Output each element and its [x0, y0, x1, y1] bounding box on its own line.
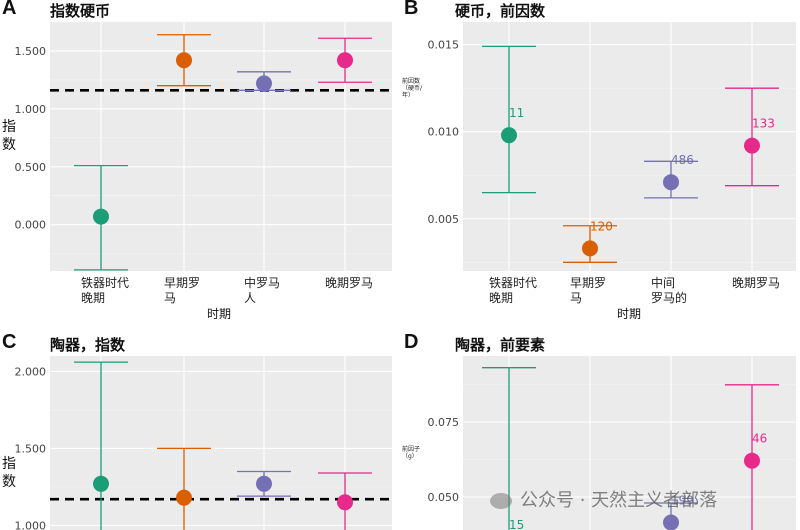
panel-c-title: 陶器，指数: [50, 336, 126, 354]
panel-a-point: [337, 52, 353, 69]
watermark-text: 公众号 · 天然主义者部落: [520, 490, 718, 511]
panel-d-point-label: 15: [509, 518, 524, 530]
panel-a-point: [256, 75, 272, 92]
panel-a-x-tick-label: 马: [164, 291, 176, 305]
panel-a-x-tick-label: 早期罗: [164, 276, 200, 290]
wechat-icon: [490, 493, 512, 509]
panel-d-point-label: 199: [671, 494, 694, 508]
watermark: 公众号 · 天然主义者部落: [490, 486, 717, 512]
panel-a-x-tick-label: 晚期罗马: [325, 276, 373, 290]
panel-a-xlabel: 时期: [207, 307, 232, 321]
panel-b-y-tick-label: 0.010: [428, 126, 460, 139]
panel-b-point: [744, 137, 760, 154]
panel-c-point: [256, 475, 272, 492]
panel-b-xlabel: 时期: [617, 307, 642, 321]
panel-c-point: [337, 494, 353, 511]
panel-a-x-tick-label: 中罗马: [244, 275, 280, 290]
panel-a-y-tick-label: 1.000: [15, 103, 47, 116]
panel-b-ylabel: 前因数（硬币/年）: [402, 78, 423, 99]
panel-b-x-tick-label: 罗马的: [651, 290, 687, 305]
panel-c-point: [93, 475, 109, 492]
panel-b-point: [663, 174, 679, 191]
panel-c-y-tick-label: 2.000: [15, 365, 47, 378]
panel-d-point: [663, 514, 679, 530]
panel-b-point: [582, 240, 598, 257]
panel-b-point-label: 11: [509, 106, 524, 120]
panel-a-point: [176, 52, 192, 69]
panel-a-point: [93, 208, 109, 225]
panel-c-ylabel: 指数: [2, 456, 16, 490]
panel-d-point: [744, 452, 760, 469]
panel-c-y-tick-label: 1.500: [15, 442, 47, 455]
panel-b-x-tick-label: 晚期: [489, 291, 513, 305]
panel-b-x-tick-label: 马: [570, 291, 582, 305]
panel-c-y-tick-label: 1.000: [15, 519, 47, 530]
panel-b-title: 硬币，前因数: [455, 2, 546, 20]
panel-a-ylabel: 指数: [2, 119, 16, 153]
panel-a-y-tick-label: 1.500: [15, 45, 47, 58]
panel-a-letter: A: [2, 0, 17, 19]
panel-a-y-tick-label: 0.500: [15, 161, 47, 174]
panel-b-plot-background: [463, 22, 796, 271]
panel-a-x-tick-label: 铁器时代: [81, 276, 129, 290]
panel-a-plot-background: [50, 22, 392, 271]
panel-a-x-tick-label: 晚期: [81, 291, 105, 305]
panel-d-title: 陶器，前要素: [455, 336, 546, 354]
panel-d-plot: 0.050 0.075 15 199 46: [428, 356, 796, 530]
panel-a-title: 指数硬币: [50, 2, 111, 20]
panel-b-point: [501, 127, 517, 144]
panel-c-plot: 1.000 1.500 2.000: [15, 356, 392, 530]
panel-a-y-tick-label: 0.000: [15, 219, 47, 232]
panel-b-point-label: 133: [752, 117, 775, 131]
panel-d-letter: D: [404, 331, 419, 353]
panel-b-x-tick-label: 晚期罗马: [732, 276, 780, 290]
panel-b-point-label: 120: [590, 219, 613, 233]
panel-a-x-tick-label: 人: [244, 291, 256, 305]
panel-c-letter: C: [2, 331, 17, 353]
panel-d-y-tick-label: 0.050: [428, 491, 460, 504]
panel-b-x-tick-label: 中间: [651, 275, 675, 290]
panel-b-x-tick-label: 早期罗: [570, 276, 606, 290]
panel-d-y-tick-label: 0.075: [428, 416, 460, 429]
panel-d-ylabel: 前因子（g）: [402, 446, 421, 460]
panel-b-y-tick-label: 0.015: [428, 39, 460, 52]
panel-b-x-tick-label: 铁器时代: [489, 276, 537, 290]
panel-b-letter: B: [404, 0, 419, 19]
panel-d-point-label: 46: [752, 432, 767, 446]
panel-c-plot-background: [50, 356, 392, 530]
panel-b-y-tick-label: 0.005: [428, 213, 460, 226]
panel-b-point-label: 486: [671, 153, 694, 167]
panel-c-point: [176, 489, 192, 506]
